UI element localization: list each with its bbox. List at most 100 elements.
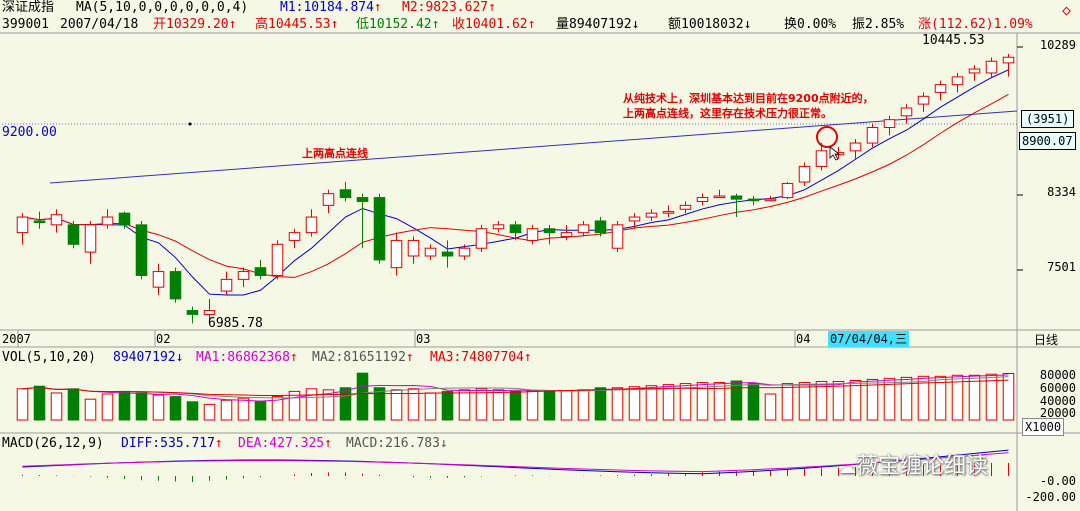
highlight-circle: [816, 126, 838, 148]
candle[interactable]: [1002, 53, 1015, 77]
candle[interactable]: [713, 189, 726, 199]
candle[interactable]: [509, 220, 522, 241]
candle[interactable]: [628, 213, 641, 229]
volume-bar: [917, 375, 930, 421]
candle[interactable]: [407, 236, 420, 264]
candle[interactable]: [424, 244, 437, 260]
amount-value: 额10018032↓: [668, 17, 752, 32]
volume-bar: [390, 389, 403, 421]
candle[interactable]: [798, 162, 811, 186]
candle[interactable]: [985, 57, 998, 77]
volume-bar: [730, 380, 743, 421]
volume-bar: [67, 388, 80, 421]
candle[interactable]: [764, 196, 777, 202]
time-label-02: 02: [156, 332, 171, 346]
period-label[interactable]: 日线: [1034, 333, 1059, 347]
volume-bar: [271, 396, 284, 421]
alert-diamond-icon[interactable]: ◇: [1062, 1, 1072, 19]
candle[interactable]: [526, 224, 539, 245]
volume-value: 量89407192↓: [556, 17, 640, 32]
vol-axis-40000: 40000: [1039, 394, 1076, 408]
vol-axis-20000: 20000: [1039, 406, 1076, 420]
ma-label: MA(5,10,0,0,0,0,0,0,4): [76, 0, 249, 15]
volume-bar: [152, 394, 165, 421]
candle[interactable]: [645, 209, 658, 221]
candle[interactable]: [16, 213, 29, 245]
volume-bar: [492, 389, 505, 421]
volume-bar: [764, 393, 777, 421]
candle[interactable]: [118, 211, 131, 229]
volume-bar: [815, 381, 828, 421]
candle[interactable]: [849, 139, 862, 159]
volume-bar: [339, 387, 352, 421]
candle[interactable]: [543, 224, 556, 245]
candle[interactable]: [135, 220, 148, 280]
candle[interactable]: [305, 209, 318, 237]
candle[interactable]: [271, 240, 284, 280]
candle[interactable]: [390, 232, 403, 276]
volume-bar: [781, 383, 794, 421]
candle[interactable]: [203, 298, 216, 324]
candle[interactable]: [594, 217, 607, 237]
volume-bar: [475, 388, 488, 421]
volume-bar: [883, 377, 896, 421]
candle[interactable]: [220, 271, 233, 295]
volume-bar: [747, 383, 760, 421]
candle[interactable]: [50, 209, 63, 233]
candle[interactable]: [254, 259, 267, 280]
candle[interactable]: [951, 72, 964, 93]
candle[interactable]: [611, 220, 624, 253]
volume-bar: [628, 386, 641, 421]
volume-bar: [84, 398, 97, 421]
candle[interactable]: [679, 201, 692, 214]
volume-bar: [441, 390, 454, 421]
volume-bar: [934, 375, 947, 421]
high-price: 高10445.53↑: [255, 17, 339, 32]
candle[interactable]: [441, 240, 454, 268]
candle[interactable]: [101, 209, 114, 229]
candle[interactable]: [152, 263, 165, 295]
mouse-pointer-icon: [829, 146, 841, 161]
candle[interactable]: [458, 244, 471, 260]
candle[interactable]: [237, 267, 250, 288]
amplitude-value: 振2.85%: [852, 17, 905, 32]
candle[interactable]: [475, 224, 488, 253]
candle[interactable]: [781, 182, 794, 200]
volume-bar: [118, 390, 131, 421]
candle[interactable]: [866, 123, 879, 147]
candle[interactable]: [662, 205, 675, 218]
candle[interactable]: [747, 196, 760, 206]
ma10-line: [22, 93, 1009, 278]
candle[interactable]: [815, 143, 828, 171]
candle[interactable]: [560, 224, 573, 241]
candle[interactable]: [968, 65, 981, 81]
candle[interactable]: [917, 92, 930, 112]
candle[interactable]: [339, 182, 352, 202]
candle[interactable]: [67, 220, 80, 249]
candle[interactable]: [169, 267, 182, 303]
volume-bar: [220, 399, 233, 421]
candle[interactable]: [492, 220, 505, 233]
candle[interactable]: [288, 228, 301, 249]
candle[interactable]: [84, 220, 97, 264]
candle[interactable]: [730, 193, 743, 218]
candle[interactable]: [186, 306, 199, 324]
candle[interactable]: [696, 193, 709, 206]
change-value: 涨(112.62)1.09%: [918, 17, 1033, 32]
candle[interactable]: [934, 80, 947, 101]
note-line-1: 从纯技术上，深圳基本达到目前在9200点附近的，: [623, 92, 874, 105]
candle[interactable]: [577, 220, 590, 237]
candle[interactable]: [322, 189, 335, 214]
volume-bar: [50, 392, 63, 421]
candle[interactable]: [900, 104, 913, 124]
max-price-label: 10445.53: [922, 33, 985, 48]
candle[interactable]: [373, 193, 386, 264]
volume-bar: [101, 393, 114, 421]
indicator-name: 深证成指: [2, 0, 55, 15]
candle[interactable]: [33, 211, 46, 229]
candle[interactable]: [356, 193, 369, 249]
macd-value: MACD:216.783↓: [346, 436, 448, 451]
ma-m1: M1:10184.874↑: [280, 0, 382, 15]
candle[interactable]: [883, 115, 896, 136]
